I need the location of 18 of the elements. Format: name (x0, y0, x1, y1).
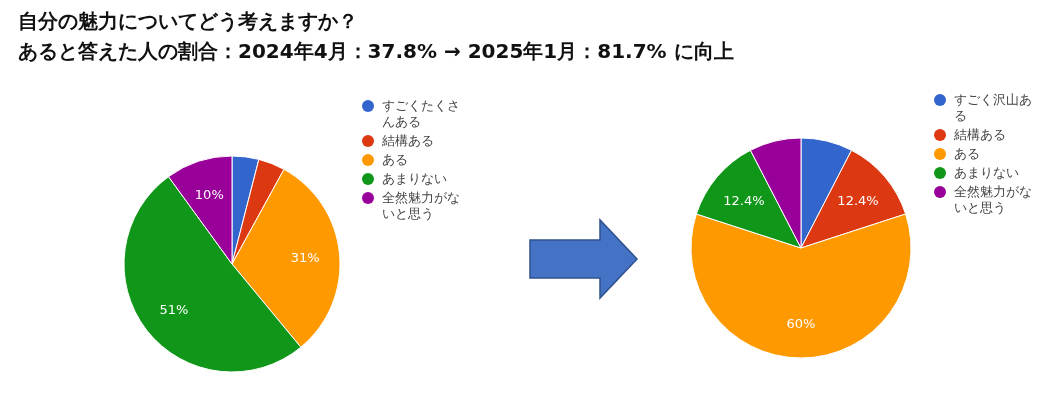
legend-label: すごくたくさんある (382, 98, 461, 130)
data-label: 10% (194, 187, 224, 203)
legend-label: すごく沢山ある (954, 92, 1033, 124)
chart-title: 自分の魅力についてどう考えますか？ (18, 8, 358, 35)
legend-label: 全然魅力がないと思う (382, 190, 461, 222)
data-label: 60% (786, 315, 816, 331)
data-label: 31% (290, 250, 320, 266)
legend-label: 全然魅力がないと思う (954, 184, 1033, 216)
data-label: 12.4% (837, 192, 879, 208)
legend-label: ある (954, 146, 980, 162)
legend-label: ある (382, 152, 408, 168)
legend-label: あまりない (954, 165, 1019, 181)
legend-label: あまりない (382, 171, 447, 187)
chart-subtitle: あると答えた人の割合：2024年4月：37.8% → 2025年1月：81.7% に向上 (18, 38, 734, 65)
legend-label: 結構ある (382, 133, 434, 149)
data-label: 51% (159, 302, 189, 318)
data-label: 12.4% (723, 192, 765, 208)
legend-label: 結構ある (954, 127, 1006, 143)
